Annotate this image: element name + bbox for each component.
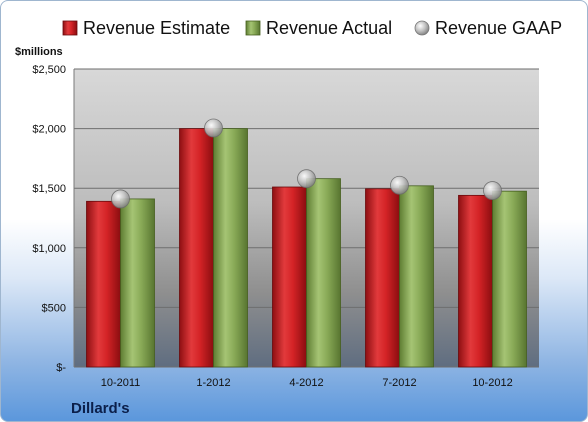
legend-swatch [62,20,78,36]
bar-revenue-estimate [365,188,400,368]
bar-revenue-actual [492,190,527,368]
legend-swatch [414,20,430,36]
x-tick-label: 1-2012 [196,377,230,389]
marker-revenue-gaap [204,118,223,138]
y-tick-label: $500 [42,302,66,314]
y-tick-label: $2,500 [32,64,66,76]
bar-revenue-actual [213,128,248,368]
y-tick-label: $1,500 [32,183,66,195]
bar-revenue-estimate [458,194,493,368]
marker-revenue-gaap [483,181,502,200]
bar-revenue-estimate [179,128,214,368]
x-tick-label: 10-2011 [101,377,141,389]
gaap-markers [111,118,502,209]
x-tick-label: 4-2012 [289,377,323,389]
marker-revenue-gaap [390,175,409,195]
legend: Revenue Estimate Revenue Actual Revenue GA… [62,18,562,38]
bar-revenue-actual [399,185,434,368]
x-tick-label: 7-2012 [382,377,416,389]
bar-revenue-actual [306,178,341,368]
legend-label: Revenue Estimate [83,18,230,38]
y-axis-unit-label: $millions [15,46,63,58]
legend-label: Revenue Actual [266,18,392,38]
company-label: Dillard's [71,400,130,417]
marker-revenue-gaap [111,189,130,209]
bars [86,128,527,368]
legend-label: Revenue GAAP [435,18,562,38]
bar-revenue-estimate [86,200,121,368]
y-axis-ticks: $- $500 $1,000 $1,500 $2,000 $2,500 [32,64,66,374]
y-tick-label: $2,000 [32,124,66,136]
marker-revenue-gaap [297,169,316,189]
y-tick-label: $1,000 [32,243,66,255]
bar-revenue-actual [120,198,155,368]
legend-swatch [245,20,261,36]
x-axis-ticks: 10-2011 1-2012 4-2012 7-2012 10-2012 [101,377,513,389]
x-tick-label: 10-2012 [472,377,512,389]
y-tick-label: $- [56,362,66,374]
bar-revenue-estimate [272,186,307,368]
